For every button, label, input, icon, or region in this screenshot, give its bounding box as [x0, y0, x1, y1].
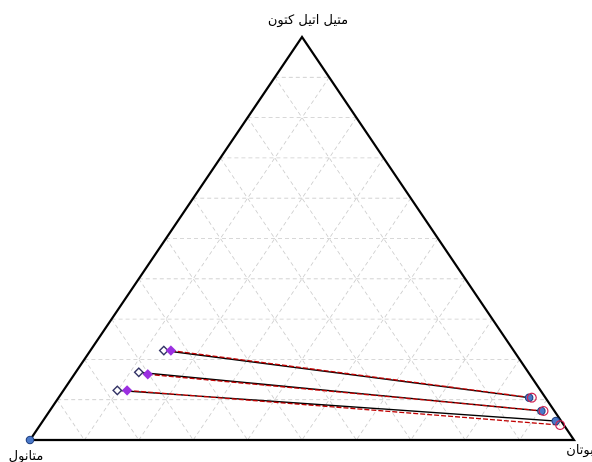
- marker-experimental-left: [133, 367, 144, 378]
- grid-line: [247, 117, 466, 441]
- tie-lines: [117, 349, 561, 426]
- grid-line: [138, 278, 248, 441]
- marker-experimental-left: [112, 385, 123, 396]
- phase-markers: [25, 345, 566, 445]
- grid-line: [220, 157, 412, 441]
- grid-line: [356, 278, 466, 441]
- grid-line: [410, 318, 493, 441]
- tie-line-calculated: [147, 373, 544, 412]
- tie-line-calculated: [127, 389, 561, 426]
- grid-line: [301, 238, 439, 441]
- marker-experimental-left: [158, 345, 170, 356]
- marker-calculated-left: [142, 369, 153, 380]
- grid-line: [165, 238, 303, 441]
- marker-pure-component: [25, 435, 35, 445]
- grid-line: [464, 359, 520, 441]
- marker-calculated-right: [526, 392, 537, 403]
- grid-line: [84, 77, 330, 441]
- marker-calculated-right: [538, 405, 549, 416]
- marker-calculated-left: [121, 385, 133, 396]
- marker-calculated-right: [555, 420, 566, 431]
- marker-calculated-left: [165, 345, 177, 356]
- tie-line-calculated: [170, 349, 532, 399]
- ternary-frame: [27, 35, 577, 442]
- grid-line: [192, 157, 384, 441]
- grid-line: [56, 399, 85, 441]
- grid-line: [84, 359, 140, 441]
- grid-line: [274, 77, 520, 441]
- vertex-label-top: متیل اتیل کتون: [268, 13, 348, 28]
- grid-line: [138, 117, 357, 441]
- vertex-label-left: متانول: [9, 449, 44, 462]
- grid-line: [111, 318, 194, 441]
- ternary-grid: [56, 76, 548, 441]
- vertex-label-right: بوتان: [566, 443, 592, 458]
